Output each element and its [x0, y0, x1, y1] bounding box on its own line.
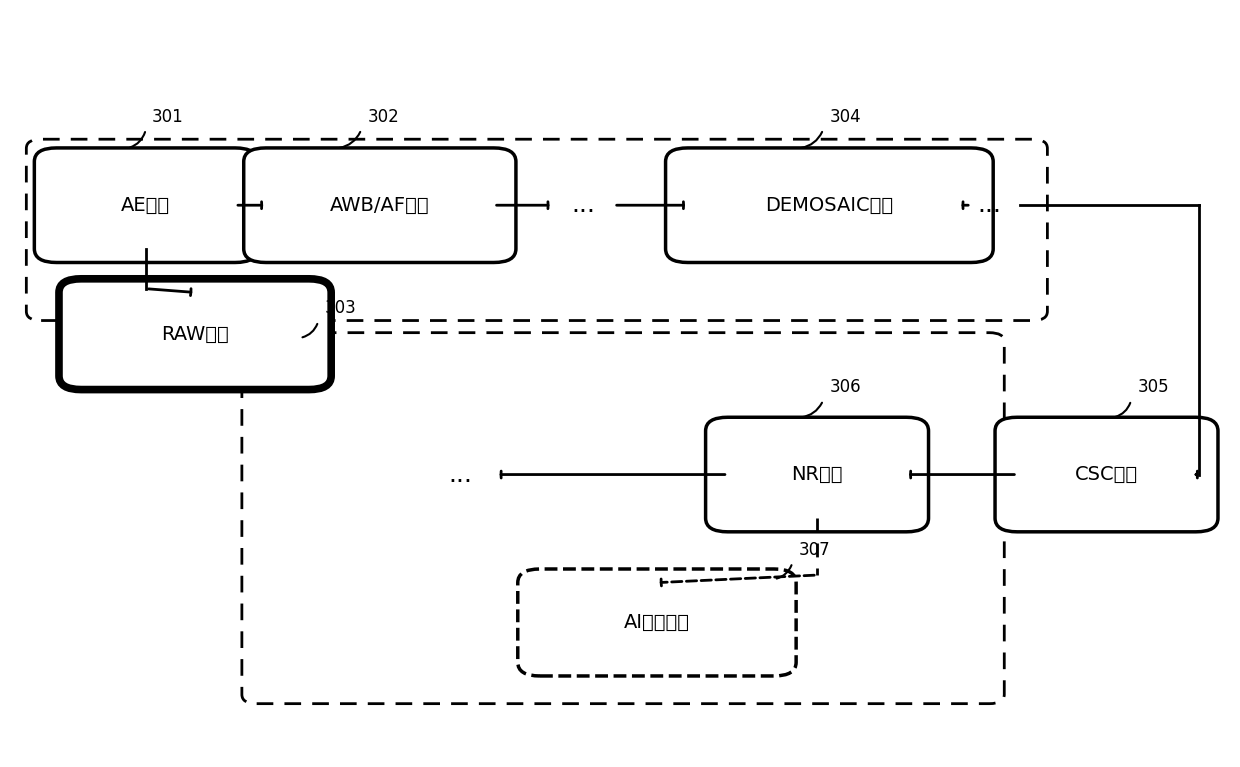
Text: AWB/AF模块: AWB/AF模块 [330, 196, 429, 215]
FancyBboxPatch shape [706, 417, 929, 532]
Text: 303: 303 [325, 299, 356, 318]
Text: ...: ... [977, 193, 1002, 217]
FancyBboxPatch shape [994, 417, 1218, 532]
FancyBboxPatch shape [518, 569, 796, 676]
FancyBboxPatch shape [60, 278, 331, 390]
Text: ...: ... [448, 463, 472, 486]
Text: 306: 306 [830, 378, 861, 397]
Text: NR模块: NR模块 [791, 465, 843, 484]
Text: RAW数据: RAW数据 [161, 324, 229, 344]
Text: CSC模块: CSC模块 [1075, 465, 1138, 484]
Text: 304: 304 [830, 107, 861, 126]
Text: 302: 302 [367, 107, 399, 126]
FancyBboxPatch shape [244, 148, 516, 262]
FancyBboxPatch shape [35, 148, 257, 262]
Text: ...: ... [572, 193, 595, 217]
FancyBboxPatch shape [666, 148, 993, 262]
Text: AI算法模块: AI算法模块 [624, 613, 689, 632]
Text: 301: 301 [153, 107, 184, 126]
Text: 307: 307 [799, 541, 831, 558]
Text: AE模块: AE模块 [122, 196, 170, 215]
Text: 305: 305 [1137, 378, 1169, 397]
Text: DEMOSAIC模块: DEMOSAIC模块 [765, 196, 894, 215]
